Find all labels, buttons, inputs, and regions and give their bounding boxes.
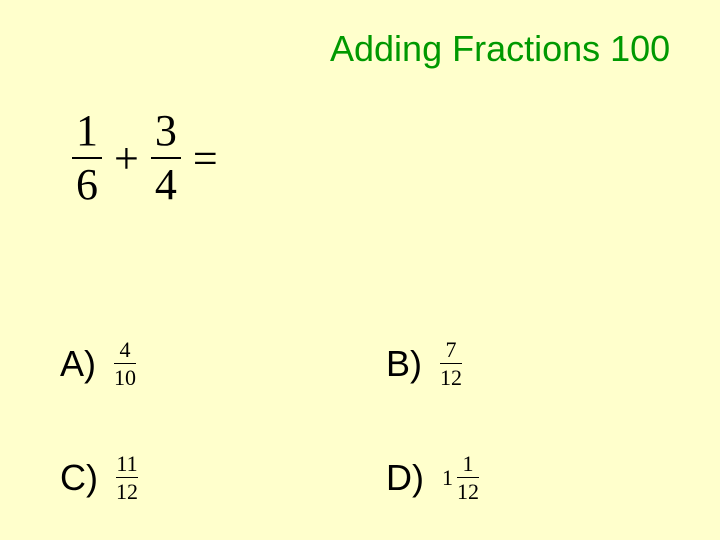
fraction-bar	[151, 157, 181, 159]
fraction-bar	[116, 477, 138, 478]
fraction-denominator: 10	[114, 366, 136, 389]
mixed-whole: 1	[442, 465, 453, 491]
fraction-denominator: 6	[72, 162, 102, 208]
slide: Adding Fractions 100 1 6 + 3 4 = A) 4 10…	[0, 0, 720, 540]
question-fraction-2: 3 4	[151, 108, 181, 208]
fraction-denominator: 4	[151, 162, 181, 208]
question-expression: 1 6 + 3 4 =	[72, 108, 230, 208]
fraction-bar	[457, 477, 479, 478]
plus-operator: +	[102, 133, 151, 184]
fraction-bar	[72, 157, 102, 159]
fraction-denominator: 12	[116, 480, 138, 503]
option-c[interactable]: C) 11 12	[60, 452, 138, 503]
fraction-numerator: 1	[463, 452, 474, 475]
option-label: A)	[60, 343, 96, 385]
option-d[interactable]: D) 1 1 12	[386, 452, 479, 503]
option-label: D)	[386, 457, 424, 499]
fraction-bar	[114, 363, 136, 364]
option-math: 1 1 12	[442, 452, 479, 503]
fraction-denominator: 12	[457, 480, 479, 503]
option-b[interactable]: B) 7 12	[386, 338, 462, 389]
question-fraction-1: 1 6	[72, 108, 102, 208]
option-math: 4 10	[114, 338, 136, 389]
option-a[interactable]: A) 4 10	[60, 338, 136, 389]
equals-operator: =	[181, 133, 230, 184]
option-fraction: 1 12	[457, 452, 479, 503]
fraction-numerator: 4	[120, 338, 131, 361]
slide-title: Adding Fractions 100	[330, 28, 670, 70]
fraction-denominator: 12	[440, 366, 462, 389]
option-fraction: 4 10	[114, 338, 136, 389]
option-fraction: 7 12	[440, 338, 462, 389]
fraction-numerator: 7	[446, 338, 457, 361]
option-math: 11 12	[116, 452, 138, 503]
fraction-numerator: 3	[151, 108, 181, 154]
fraction-bar	[440, 363, 462, 364]
option-label: C)	[60, 457, 98, 499]
option-fraction: 11 12	[116, 452, 138, 503]
fraction-numerator: 11	[116, 452, 137, 475]
option-math: 7 12	[440, 338, 462, 389]
option-label: B)	[386, 343, 422, 385]
fraction-numerator: 1	[72, 108, 102, 154]
